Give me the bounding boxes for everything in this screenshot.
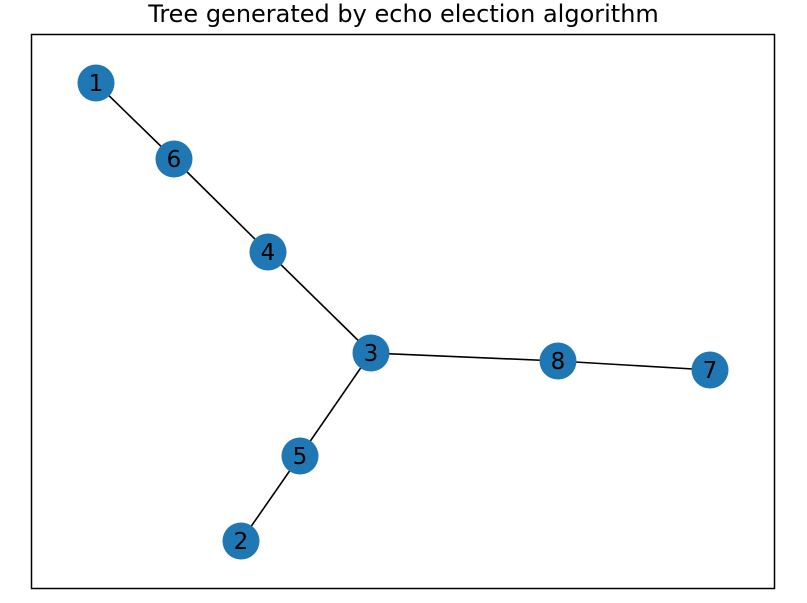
node-circle	[77, 64, 115, 102]
figure-title: Tree generated by echo election algorith…	[148, 0, 659, 28]
node-circle	[281, 437, 319, 475]
edge-8-7	[557, 360, 711, 371]
node-label: 1	[89, 71, 104, 97]
node-circle	[539, 342, 577, 380]
node-label: 8	[551, 349, 566, 375]
node-circle	[352, 334, 390, 372]
edge-3-5	[299, 352, 372, 457]
node-label: 2	[234, 529, 249, 555]
node-circle	[691, 351, 729, 389]
node-1: 1	[77, 64, 115, 102]
plot-frame	[30, 33, 776, 590]
nodes-layer: 1 6 4 3 8 7 5 2	[77, 64, 729, 560]
node-6: 6	[155, 140, 193, 178]
node-label: 3	[364, 341, 379, 367]
edge-6-4	[173, 158, 269, 253]
node-label: 6	[167, 147, 182, 173]
edge-3-8	[370, 352, 559, 362]
node-5: 5	[281, 437, 319, 475]
node-circle	[222, 522, 260, 560]
node-2: 2	[222, 522, 260, 560]
edge-4-3	[267, 251, 372, 354]
node-4: 4	[249, 233, 287, 271]
node-label: 5	[293, 444, 308, 470]
node-8: 8	[539, 342, 577, 380]
node-3: 3	[352, 334, 390, 372]
node-label: 7	[703, 358, 718, 384]
node-label: 4	[261, 240, 276, 266]
node-circle	[155, 140, 193, 178]
node-7: 7	[691, 351, 729, 389]
node-circle	[249, 233, 287, 271]
